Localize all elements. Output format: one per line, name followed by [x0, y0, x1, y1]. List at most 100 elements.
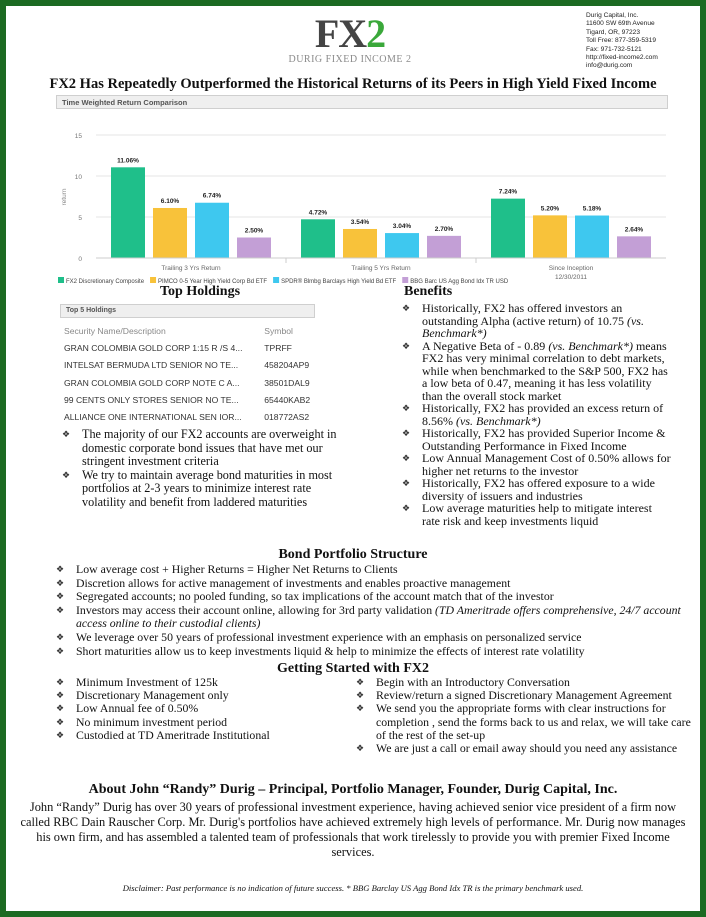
holdings-table-panel: Top 5 Holdings Security Name/Description…	[60, 304, 315, 426]
getting-started-right-list: Begin with an Introductory ConversationR…	[354, 675, 694, 755]
bar	[195, 202, 229, 258]
table-row: 99 CENTS ONLY STORES SENIOR NO TE... 6544…	[60, 391, 315, 408]
list-item: Review/return a signed Discretionary Man…	[354, 689, 694, 703]
item-note: (TD Ameritrade offers comprehensive, 24/…	[76, 602, 681, 631]
item-note: (vs. Benchmark*)	[548, 338, 633, 353]
holdings-bullets: The majority of our FX2 accounts are ove…	[60, 427, 340, 510]
bar-data-label: 4.72%	[309, 209, 328, 216]
bar	[533, 215, 567, 258]
bar	[491, 198, 525, 258]
item-text: Historically, FX2 has offered investors …	[422, 301, 627, 328]
list-item: Historically, FX2 has provided Superior …	[400, 427, 672, 452]
address-line: Fax: 971-732-5121	[586, 45, 642, 53]
table-row: ALLIANCE ONE INTERNATIONAL SEN IOR... 018…	[60, 408, 315, 425]
bar-data-label: 5.20%	[541, 205, 560, 212]
legend-swatch	[402, 277, 409, 283]
item-text-tail: means FX2 has very minimal correlation t…	[422, 338, 668, 403]
bar	[237, 237, 271, 258]
table-row: GRAN COLOMBIA GOLD CORP 1:15 R /S 4... TP…	[60, 339, 315, 356]
list-item: No minimum investment period	[54, 715, 354, 729]
bar	[153, 207, 187, 258]
address-line[interactable]: info@durig.com	[586, 62, 633, 70]
list-item: We leverage over 50 years of professiona…	[54, 629, 694, 645]
x-tick-label: Trailing 5 Yrs Return	[351, 265, 411, 272]
item-note: (vs. Benchmark*)	[456, 413, 541, 428]
legend-swatch	[273, 277, 280, 283]
y-tick-label: 10	[75, 174, 83, 181]
company-address: Durig Capital, Inc. 11600 SW 69th Avenue T…	[586, 12, 658, 71]
security-symbol: 018772AS2	[264, 412, 310, 423]
bar	[385, 233, 419, 258]
item-text: Historically, FX2 has provided Superior …	[422, 426, 666, 453]
list-item: Investors may access their account onlin…	[54, 602, 694, 631]
legend-swatch	[58, 277, 64, 283]
list-item: Begin with an Introductory Conversation	[354, 675, 694, 689]
address-line[interactable]: http://fixed-income2.com	[586, 54, 658, 62]
benefits-heading: Benefits	[404, 284, 453, 299]
logo-accent: 2	[366, 11, 386, 56]
holdings-panel-title: Top 5 Holdings	[60, 304, 315, 318]
y-tick-label: 5	[78, 215, 82, 222]
logo: FX2 DURIG FIXED INCOME 2	[250, 11, 450, 66]
list-item: A Negative Beta of - 0.89 (vs. Benchmark…	[400, 338, 672, 403]
table-header-row: Security Name/Description Symbol	[60, 322, 315, 339]
item-text: Discretion allows for active management …	[76, 575, 511, 590]
legend-label[interactable]: BBG Barc US Agg Bond Idx TR USD	[410, 279, 509, 285]
x-tick-label: Since Inception	[549, 265, 594, 272]
bar	[343, 228, 377, 258]
list-item: Historically, FX2 has provided an excess…	[400, 402, 672, 427]
bar-data-label: 5.18%	[583, 206, 602, 213]
security-name: INTELSAT BERMUDA LTD SENIOR NO TE...	[64, 360, 239, 371]
list-item: Minimum Investment of 125k	[54, 675, 354, 689]
security-symbol: 38501DAL9	[264, 377, 310, 388]
list-item: Low average cost + Higher Returns = High…	[54, 562, 694, 577]
logo-main: FX	[314, 11, 367, 56]
disclaimer: Disclaimer: Past performance is no indic…	[122, 883, 584, 893]
item-text: Low average cost + Higher Returns = High…	[76, 562, 398, 576]
bar	[111, 167, 145, 258]
item-text: We leverage over 50 years of professiona…	[76, 629, 582, 644]
item-text: Segregated accounts; no pooled funding, …	[76, 589, 554, 604]
list-item: Discretionary Management only	[54, 689, 354, 703]
bar-data-label: 2.70%	[435, 226, 454, 233]
item-text: Historically, FX2 has provided an excess…	[422, 401, 664, 428]
security-name: GRAN COLOMBIA GOLD CORP NOTE C A...	[64, 377, 240, 388]
getting-started-heading: Getting Started with FX2	[276, 661, 430, 676]
top-holdings-heading: Top Holdings	[159, 284, 241, 299]
address-line: Tigard, OR, 97223	[586, 28, 640, 36]
list-item: We try to maintain average bond maturiti…	[60, 468, 340, 510]
list-item: Discretion allows for active management …	[54, 575, 694, 591]
list-item: Low average maturities help to mitigate …	[400, 502, 672, 527]
list-item: Segregated accounts; no pooled funding, …	[54, 589, 694, 604]
item-text: Low Annual Management Cost of 0.50% allo…	[422, 451, 671, 478]
bar-data-label: 7.24%	[499, 189, 518, 196]
list-item: Low Annual Management Cost of 0.50% allo…	[400, 452, 672, 477]
legend-label[interactable]: SPDR® Blmbg Barclays High Yield Bd ETF	[281, 278, 396, 285]
legend-swatch	[150, 277, 157, 283]
col-header-symbol: Symbol	[264, 325, 293, 336]
y-tick-label: 0	[78, 256, 82, 263]
about-section: About John “Randy” Durig – Principal, Po…	[0, 782, 706, 860]
holdings-table: Security Name/Description Symbol GRAN COL…	[60, 322, 315, 426]
y-axis-label: return	[61, 188, 68, 205]
return-comparison-chart: Time Weighted Return Comparison 0 5 10 15 re…	[56, 95, 668, 285]
list-item: Short maturities allow us to keep invest…	[54, 644, 694, 659]
security-symbol: 458204AP9	[264, 360, 310, 371]
bar-data-label: 3.04%	[393, 223, 412, 230]
y-tick-label: 15	[75, 133, 83, 140]
bar-data-label: 11.06%	[117, 157, 139, 164]
chart-panel-title: Time Weighted Return Comparison	[56, 95, 668, 109]
list-item: Historically, FX2 has offered exposure t…	[400, 477, 672, 502]
bar	[427, 235, 461, 258]
item-text: Low average maturities help to mitigate …	[422, 501, 652, 528]
x-tick-sublabel: 12/30/2011	[555, 274, 587, 281]
benefits-list: Historically, FX2 has offered investors …	[400, 302, 672, 527]
legend-label[interactable]: FX2 Discretionary Composite	[66, 279, 145, 285]
bar-data-label: 2.50%	[245, 228, 264, 235]
security-name: ALLIANCE ONE INTERNATIONAL SEN IOR...	[64, 412, 242, 423]
bar	[575, 215, 609, 258]
security-symbol: 65440KAB2	[264, 394, 311, 405]
bar-data-label: 6.10%	[161, 198, 180, 205]
legend-label[interactable]: PIMCO 0-5 Year High Yield Corp Bd ETF	[158, 279, 267, 285]
bar-data-label: 6.74%	[203, 193, 222, 200]
